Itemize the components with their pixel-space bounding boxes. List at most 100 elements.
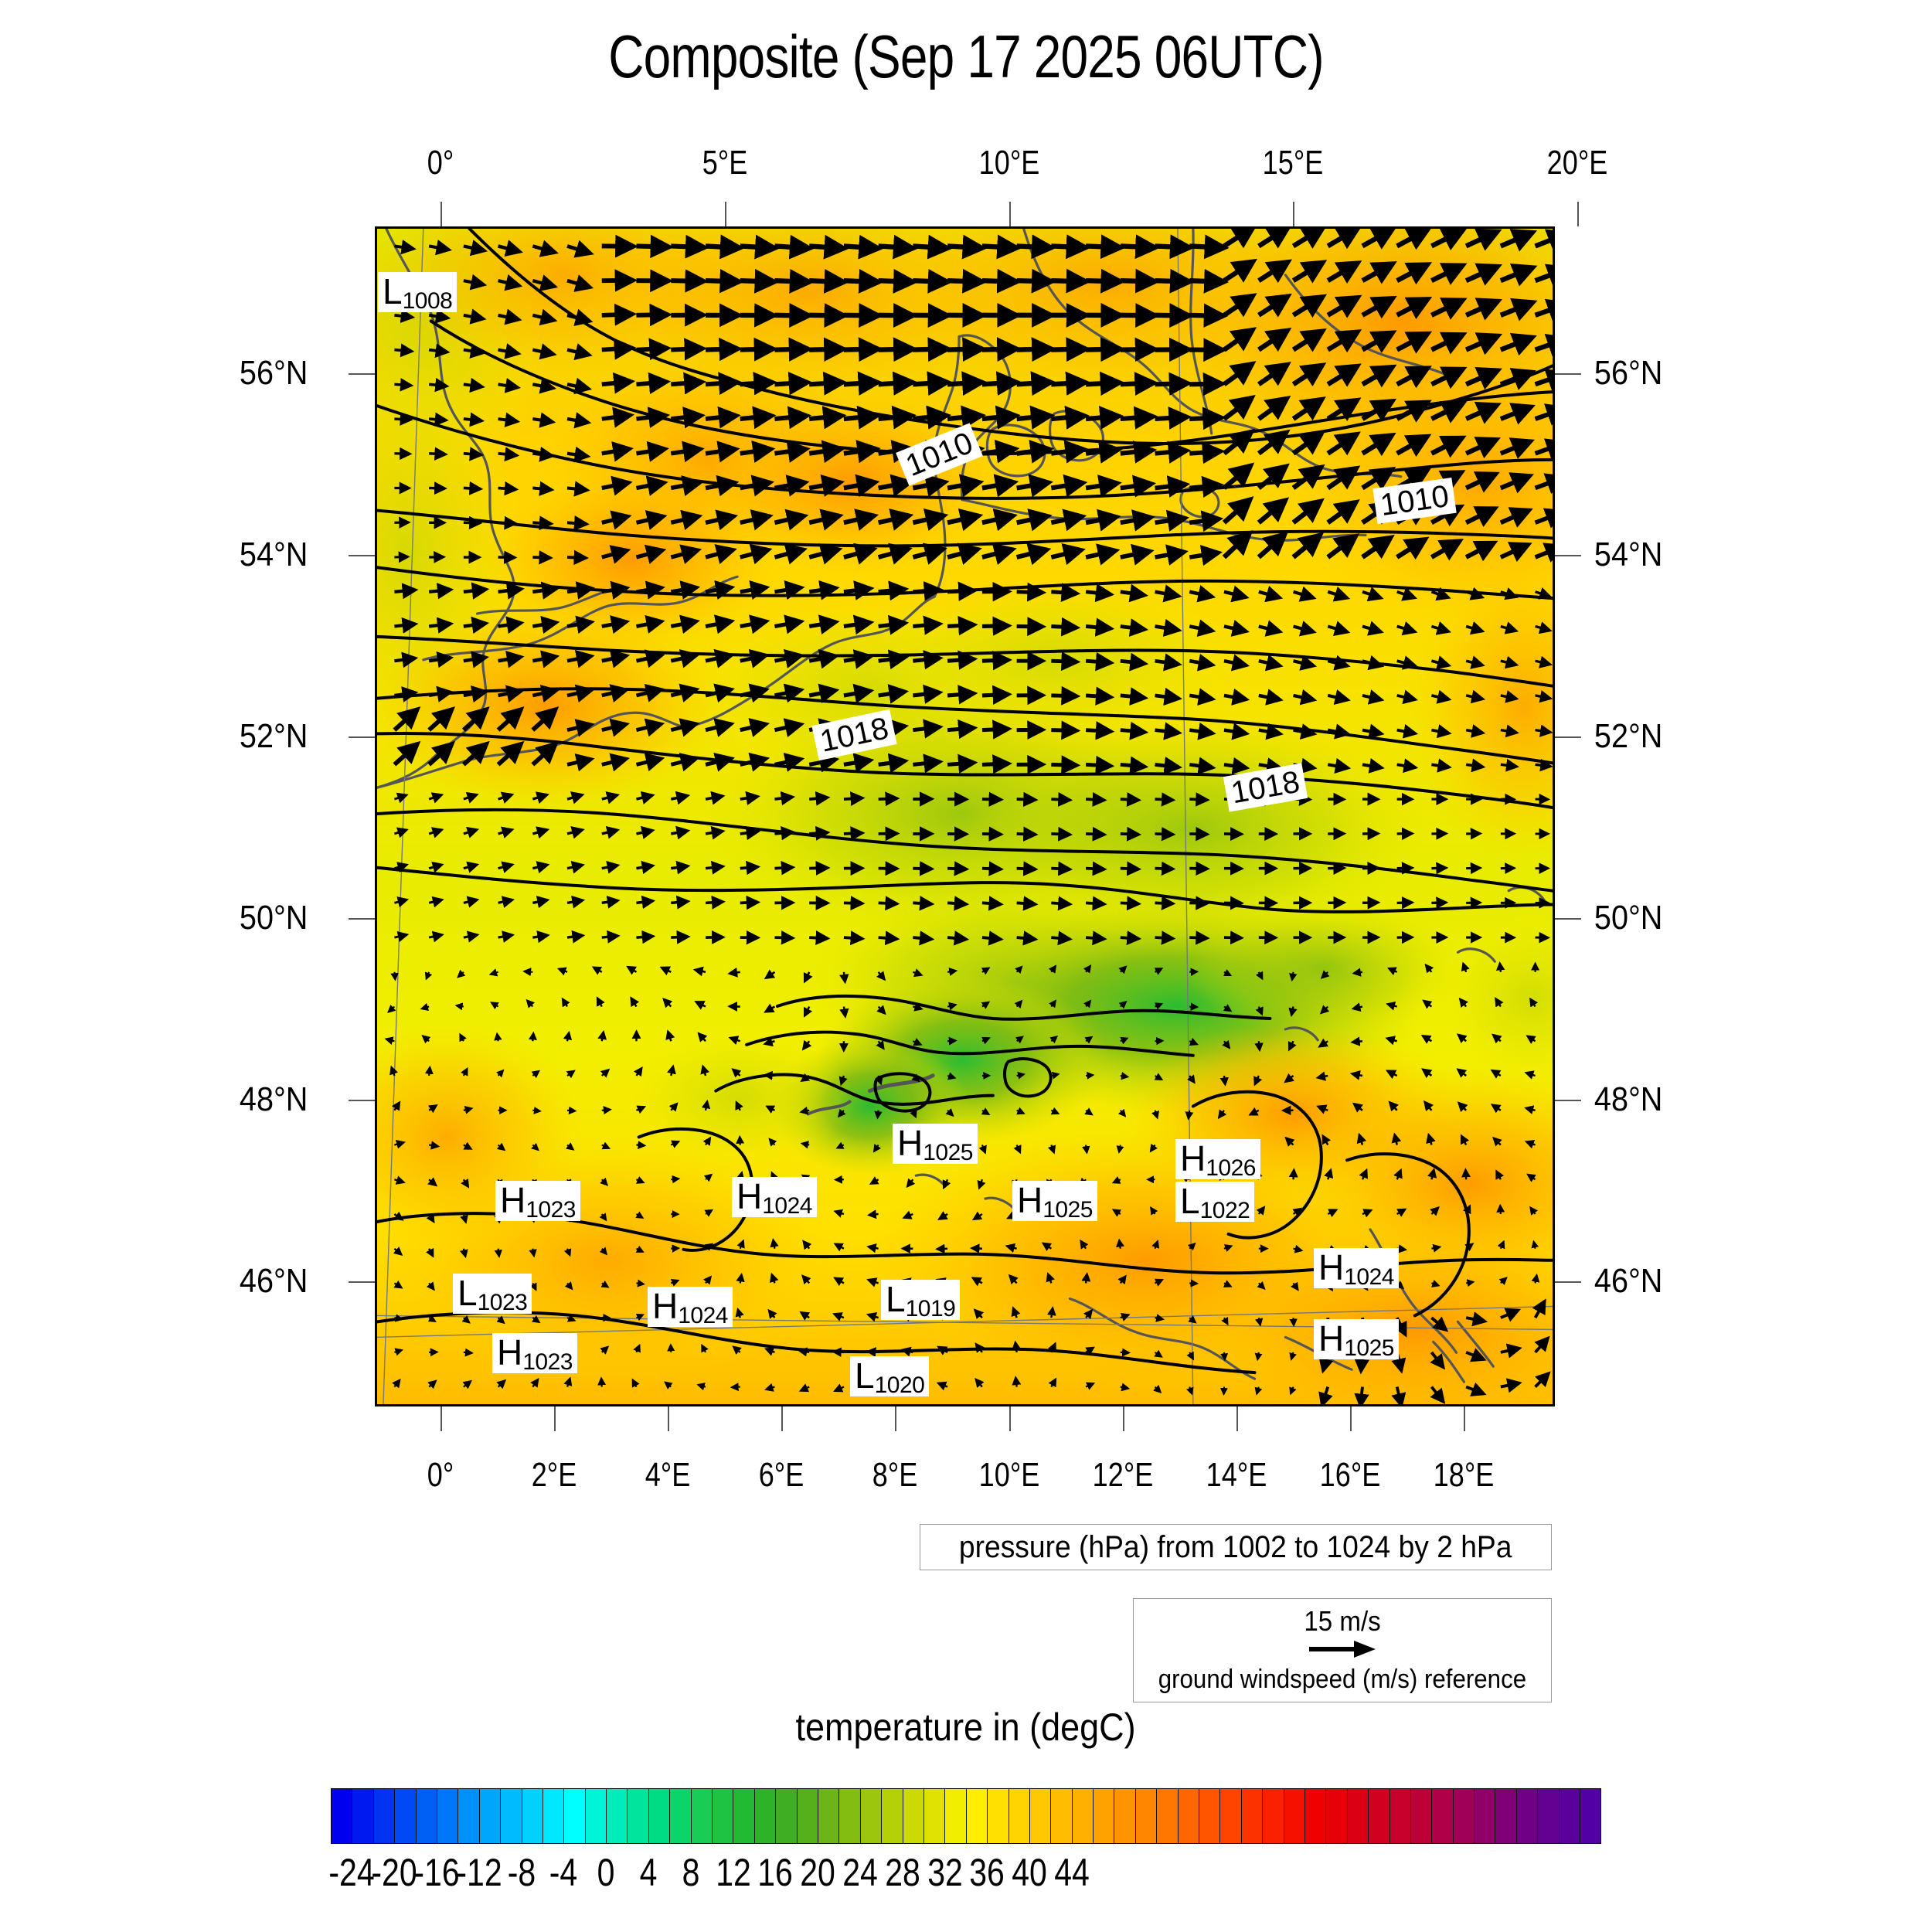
wind-arrow — [1016, 930, 1039, 946]
pressure-center-value: 1020 — [874, 1372, 925, 1398]
wind-arrow — [670, 825, 691, 840]
top-lon-tick-4: 20°E — [1547, 144, 1608, 182]
wind-arrow — [701, 1343, 709, 1353]
wind-arrow — [798, 1347, 810, 1357]
wind-arrow — [1155, 618, 1182, 637]
wind-arrow — [1085, 930, 1107, 946]
wind-arrow — [601, 791, 621, 804]
temperature-colorbar[interactable] — [331, 1788, 1601, 1844]
wind-arrow — [843, 614, 875, 635]
wind-arrow — [1120, 618, 1149, 637]
wind-arrow — [636, 1141, 647, 1150]
top-lon-tickmark-3 — [1293, 202, 1294, 226]
wind-arrow — [1531, 1273, 1540, 1284]
wind-arrow — [947, 581, 978, 601]
wind-arrow — [490, 1002, 499, 1010]
wind-arrow — [1431, 862, 1449, 875]
weather-map[interactable] — [375, 226, 1555, 1406]
wind-arrow — [981, 967, 991, 975]
wind-arrow — [801, 1274, 811, 1285]
wind-arrow — [1085, 474, 1122, 498]
wind-arrow — [808, 543, 843, 565]
wind-arrow — [768, 1138, 777, 1147]
wind-arrow — [809, 930, 831, 945]
wind-arrow — [463, 1141, 473, 1150]
bottom-lon-tickmark-2 — [668, 1406, 669, 1431]
wind-arrow — [705, 440, 740, 463]
wind-arrow — [463, 651, 489, 668]
wind-arrow — [1362, 1209, 1373, 1218]
wind-arrow — [1500, 587, 1519, 600]
wind-arrow — [947, 615, 978, 636]
wind-arrow — [1016, 896, 1039, 911]
wind-arrow — [564, 1281, 573, 1291]
wind-arrow — [1291, 532, 1325, 560]
wind-arrow — [740, 791, 760, 806]
wind-arrow — [597, 1029, 607, 1042]
wind-arrow — [736, 1272, 745, 1284]
wind-arrow — [866, 1209, 879, 1219]
wind-reference-value: 15 m/s — [1304, 1605, 1381, 1638]
colorbar-cell-17 — [691, 1789, 713, 1843]
wind-arrow — [665, 1029, 675, 1042]
wind-arrow — [1257, 328, 1292, 352]
wind-arrow — [981, 896, 1004, 911]
wind-arrow — [1396, 689, 1418, 705]
wind-arrow — [1464, 332, 1503, 355]
wind-arrow — [1464, 540, 1498, 562]
wind-arrow — [1464, 437, 1501, 459]
wind-arrow — [981, 474, 1019, 498]
wind-arrow — [1083, 1308, 1094, 1319]
top-lon-tickmark-0 — [440, 202, 442, 226]
wind-arrow — [1085, 583, 1115, 603]
wind-arrow — [705, 372, 742, 396]
wind-arrow — [1430, 1351, 1446, 1370]
left-lat-tickmark-0 — [349, 373, 375, 375]
wind-arrow — [1396, 331, 1433, 354]
wind-arrow — [1258, 654, 1284, 672]
wind-arrow — [463, 1105, 474, 1114]
wind-arrow — [636, 372, 672, 395]
wind-arrow — [526, 998, 535, 1009]
wind-arrow — [1499, 507, 1533, 528]
wind-arrow — [1499, 229, 1538, 252]
wind-arrow — [531, 706, 560, 732]
wind-arrow — [799, 1311, 811, 1321]
wind-arrow — [1117, 1274, 1127, 1285]
wind-arrow — [1155, 930, 1176, 945]
pressure-center-h-12: H1024 — [1314, 1248, 1399, 1289]
wind-arrow — [1257, 395, 1291, 421]
wind-arrow — [1016, 509, 1053, 532]
wind-arrow — [1361, 398, 1397, 422]
colorbar-cell-15 — [648, 1789, 671, 1843]
wind-arrow — [1327, 723, 1352, 740]
wind-arrow — [1189, 792, 1210, 807]
wind-arrow — [424, 971, 433, 981]
wind-arrow — [424, 1065, 434, 1077]
wind-arrow — [1462, 1204, 1471, 1215]
colorbar-tick-9: 12 — [715, 1851, 751, 1894]
wind-arrow — [981, 616, 1012, 636]
wind-arrow — [1189, 722, 1216, 740]
wind-arrow — [1284, 1136, 1295, 1147]
wind-arrow — [394, 378, 414, 392]
wind-arrow — [1430, 1206, 1440, 1216]
colorbar-tick-14: 32 — [927, 1851, 963, 1894]
wind-arrow — [1155, 234, 1195, 260]
wind-arrow — [566, 446, 591, 463]
right-lat-tickmark-1 — [1555, 555, 1581, 556]
wind-arrow — [1155, 440, 1192, 464]
pressure-center-value: 1024 — [762, 1193, 812, 1219]
wind-arrow — [531, 1070, 541, 1079]
left-lat-tick-5: 46°N — [239, 1261, 308, 1300]
wind-arrow — [913, 268, 953, 294]
wind-arrow — [1016, 371, 1056, 396]
wind-arrow — [705, 509, 739, 531]
wind-arrow — [498, 791, 515, 804]
wind-arrow — [1318, 1386, 1333, 1404]
wind-arrow — [1321, 1134, 1332, 1146]
wind-arrow — [1085, 792, 1107, 807]
wind-arrow — [1292, 586, 1317, 602]
wind-arrow — [461, 1315, 471, 1324]
wind-arrow — [843, 474, 880, 498]
